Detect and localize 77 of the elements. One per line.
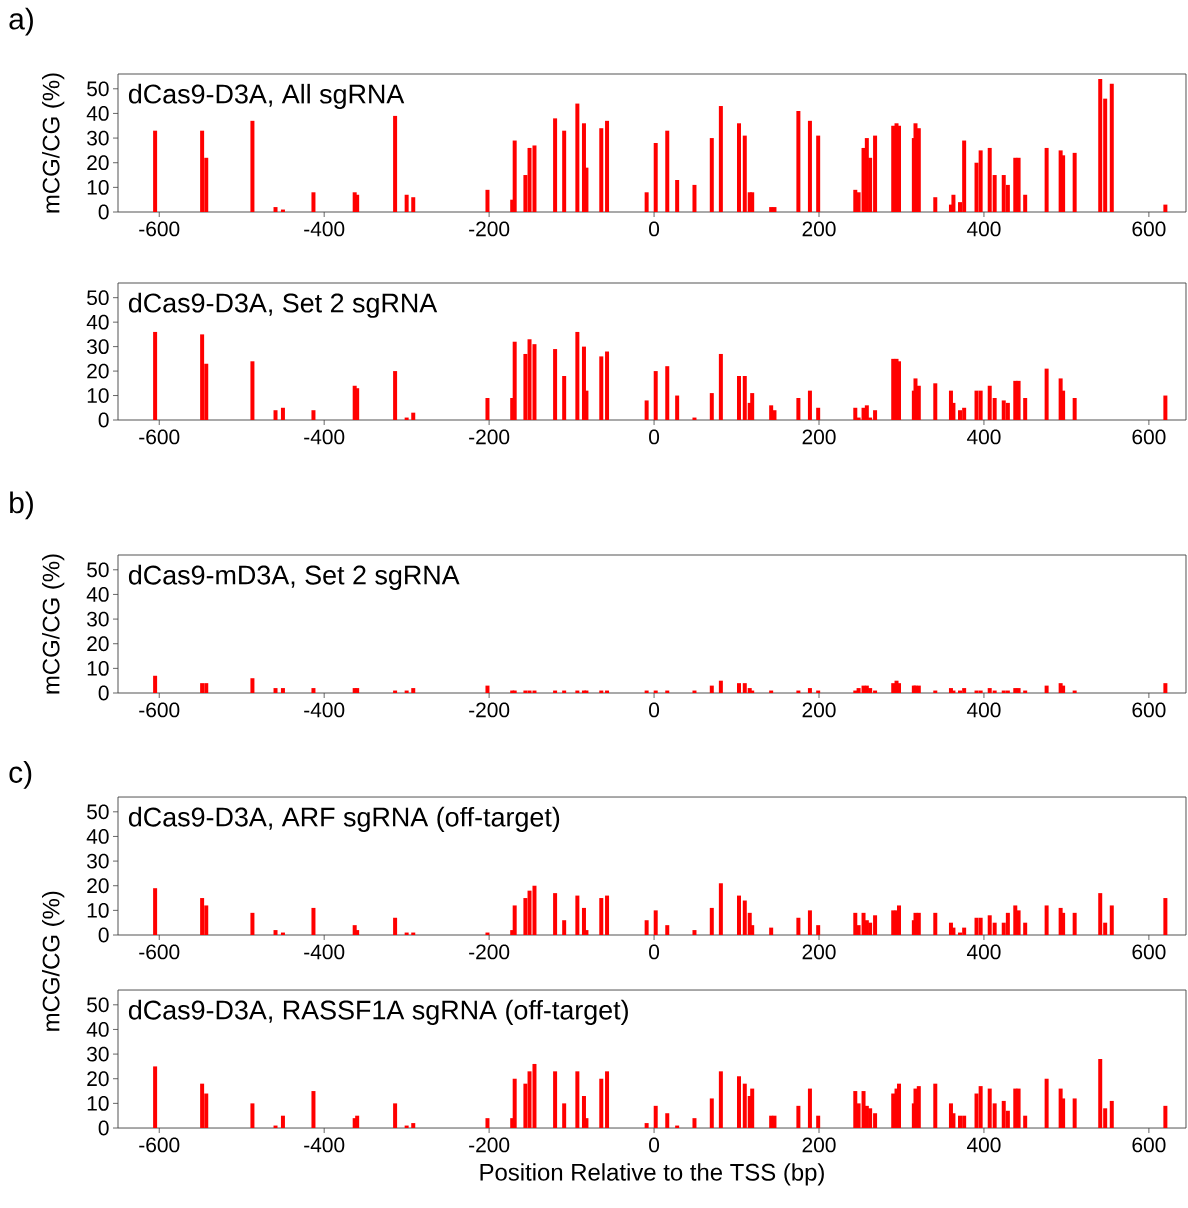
x-tick-label: -400 — [304, 429, 345, 445]
y-tick-label: 0 — [98, 1120, 109, 1136]
y-tick-label: 30 — [87, 611, 109, 627]
y-tick-label: 10 — [87, 1095, 109, 1111]
y-tick-label: 0 — [98, 927, 109, 943]
text: c) — [9, 761, 32, 789]
y-tick-label: 20 — [87, 363, 109, 379]
y-tick-label: 0 — [98, 685, 109, 701]
y-axis-title: mCG/CG (%) — [42, 891, 65, 1031]
x-tick-label: -600 — [139, 1137, 180, 1153]
x-tick-label: 200 — [802, 429, 836, 445]
text: a) — [9, 7, 33, 36]
x-tick-label: -600 — [139, 429, 180, 445]
y-tick-label: 30 — [87, 339, 109, 355]
y-tick-label: 50 — [87, 804, 109, 820]
y-axis-title: mCG/CG (%) — [42, 73, 65, 213]
y-tick-label: 50 — [87, 290, 109, 306]
y-tick-label: 40 — [86, 314, 109, 330]
chart-title: dCas9-mD3A, Set 2 sgRNA — [128, 564, 460, 590]
x-tick-label: -400 — [304, 702, 345, 718]
x-tick-label: 200 — [802, 1137, 836, 1153]
y-tick-label: 20 — [87, 155, 109, 171]
y-tick-label: 20 — [87, 878, 109, 894]
chart-title: dCas9-D3A, RASSF1A sgRNA (off-target) — [128, 999, 628, 1025]
y-axis-title: mCG/CG (%) — [42, 554, 65, 694]
x-axis-title: Position Relative to the TSS (bp) — [480, 1163, 824, 1186]
x-tick-label: -200 — [469, 429, 510, 445]
x-tick-label: 600 — [1132, 1137, 1166, 1153]
y-tick-label: 40 — [86, 106, 109, 121]
x-tick-label: -200 — [469, 702, 510, 718]
x-tick-label: 400 — [966, 702, 1001, 718]
y-tick-label: 30 — [87, 853, 109, 869]
x-tick-label: 600 — [1132, 429, 1166, 445]
y-tick-label: 10 — [87, 179, 109, 195]
x-tick-label: 200 — [802, 702, 836, 718]
x-tick-label: -200 — [469, 221, 510, 237]
x-tick-label: -400 — [304, 944, 345, 960]
x-tick-label: 0 — [649, 702, 660, 718]
chart-title: dCas9-D3A, Set 2 sgRNA — [128, 292, 438, 318]
y-tick-label: 0 — [98, 204, 109, 220]
y-tick-label: 10 — [87, 660, 109, 676]
x-tick-label: -600 — [139, 944, 180, 960]
x-tick-label: 0 — [649, 221, 660, 237]
y-tick-label: 50 — [87, 997, 109, 1013]
x-tick-label: -200 — [469, 1137, 510, 1153]
y-tick-label: 0 — [98, 412, 109, 428]
x-tick-label: 0 — [649, 1137, 660, 1153]
y-tick-label: 40 — [86, 829, 109, 844]
y-tick-label: 20 — [87, 1071, 109, 1087]
x-tick-label: 400 — [966, 429, 1001, 445]
y-tick-label: 10 — [87, 902, 109, 918]
x-tick-label: -400 — [304, 221, 345, 237]
y-tick-label: 20 — [87, 636, 109, 652]
x-tick-label: 400 — [966, 944, 1001, 960]
x-tick-label: 600 — [1132, 221, 1166, 237]
y-tick-label: 10 — [87, 388, 109, 403]
x-tick-label: 0 — [649, 429, 660, 445]
x-tick-label: 200 — [802, 944, 836, 960]
x-tick-label: 400 — [966, 221, 1001, 237]
x-tick-label: -400 — [304, 1137, 345, 1153]
chart-title: dCas9-D3A, ARF sgRNA (off-target) — [128, 806, 560, 832]
x-tick-label: -600 — [139, 702, 180, 718]
y-tick-label: 30 — [87, 1046, 109, 1062]
x-tick-label: 200 — [802, 221, 836, 237]
x-tick-label: 600 — [1132, 702, 1166, 718]
y-tick-label: 50 — [87, 81, 109, 97]
y-tick-label: 50 — [87, 562, 109, 578]
x-tick-label: 0 — [649, 944, 660, 960]
x-tick-label: 400 — [966, 1137, 1001, 1153]
text: b) — [10, 491, 33, 520]
x-tick-label: -600 — [139, 221, 180, 237]
y-tick-label: 40 — [86, 1022, 109, 1037]
y-tick-label: 40 — [86, 587, 109, 602]
y-tick-label: 30 — [87, 130, 109, 146]
chart-title: dCas9-D3A, All sgRNA — [128, 83, 405, 109]
x-tick-label: 600 — [1132, 944, 1166, 960]
x-tick-label: -200 — [469, 944, 510, 960]
